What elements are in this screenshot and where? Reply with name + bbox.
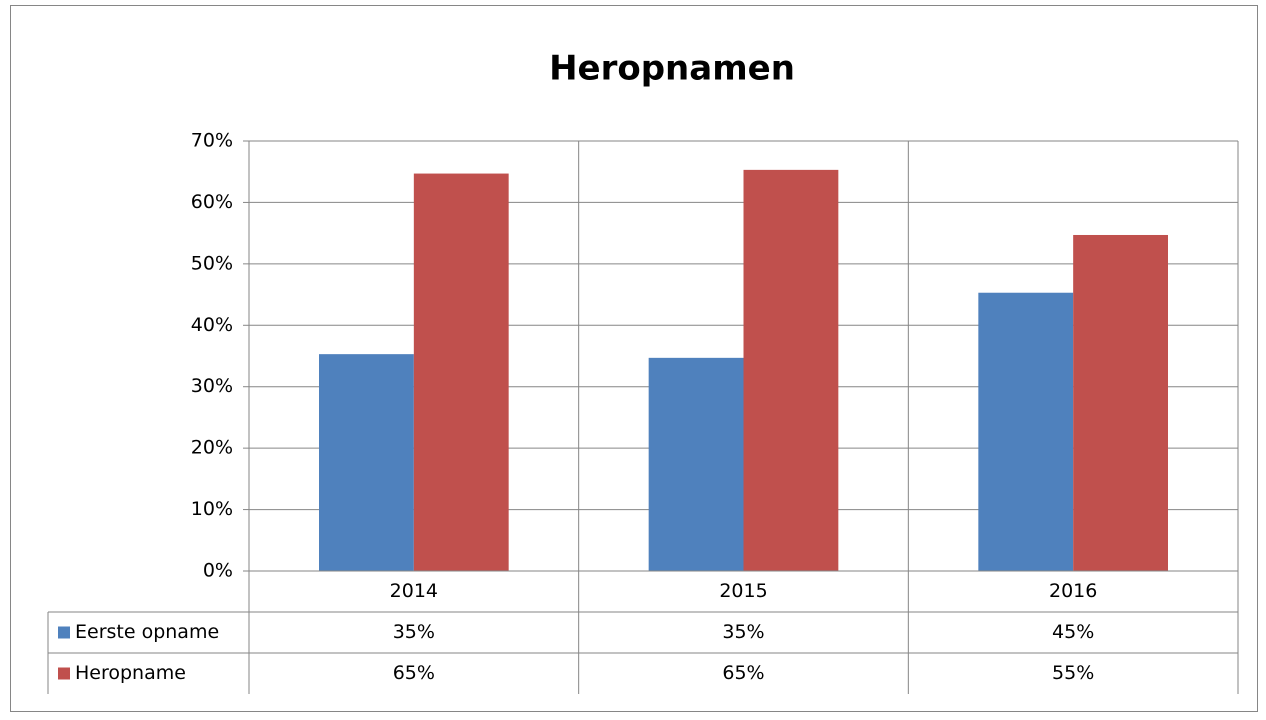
bar	[978, 292, 1074, 571]
bar	[648, 357, 744, 571]
legend-label: Heropname	[75, 662, 186, 684]
bar	[319, 354, 414, 571]
y-tick-label: 50%	[191, 252, 233, 274]
table-value: 65%	[722, 662, 764, 684]
y-tick-label: 10%	[191, 498, 233, 520]
table-value: 55%	[1052, 662, 1094, 684]
table-value: 35%	[722, 621, 764, 643]
x-tick-label: 2014	[390, 580, 438, 602]
table-value: 35%	[393, 621, 435, 643]
bar	[413, 173, 509, 572]
legend-label: Eerste opname	[75, 621, 219, 643]
y-tick-label: 60%	[191, 191, 233, 213]
bar	[743, 169, 839, 571]
bar	[1073, 234, 1168, 571]
y-tick-label: 30%	[191, 375, 233, 397]
table-value: 45%	[1052, 621, 1094, 643]
y-tick-label: 0%	[203, 560, 233, 582]
y-tick-label: 40%	[191, 314, 233, 336]
x-tick-label: 2015	[719, 580, 767, 602]
table-value: 65%	[393, 662, 435, 684]
y-tick-label: 70%	[191, 130, 233, 152]
legend-key	[58, 626, 70, 639]
y-tick-label: 20%	[191, 437, 233, 459]
legend-key	[58, 667, 70, 680]
x-tick-label: 2016	[1049, 580, 1097, 602]
chart-title: Heropnamen	[549, 49, 795, 89]
